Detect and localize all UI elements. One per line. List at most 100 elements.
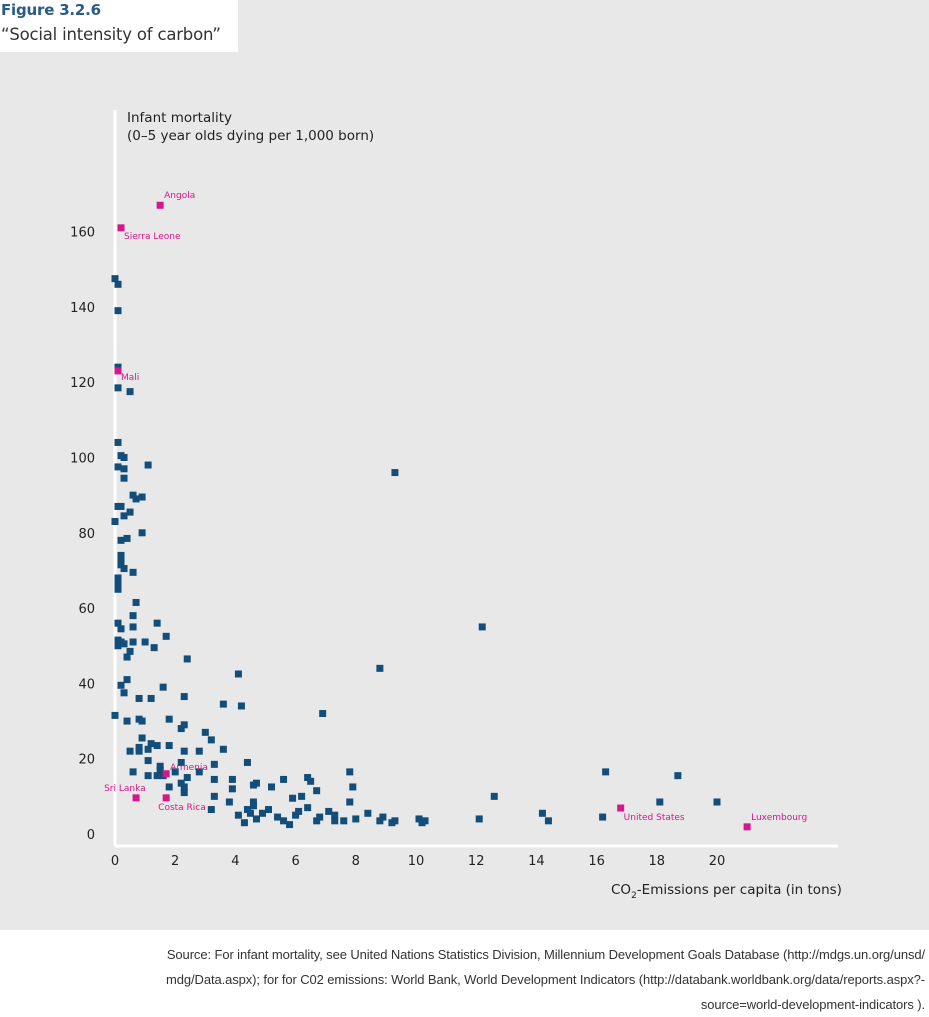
data-point (147, 740, 155, 748)
data-point (243, 806, 251, 814)
data-point (156, 766, 164, 774)
x-tick-label: 4 (231, 854, 239, 869)
data-point (165, 715, 173, 723)
data-point (313, 817, 321, 825)
y-tick-label: 120 (70, 376, 95, 391)
data-point (421, 817, 429, 825)
data-point (180, 721, 188, 729)
data-point (114, 438, 122, 446)
data-point (295, 807, 303, 815)
data-point (153, 772, 161, 780)
data-point (120, 689, 128, 697)
data-point (183, 655, 191, 663)
x-tick-label: 0 (111, 854, 119, 869)
data-point (144, 745, 152, 753)
data-point (280, 775, 288, 783)
data-point (219, 745, 227, 753)
point-label-sri-lanka: Sri Lanka (104, 784, 146, 794)
data-point (120, 465, 128, 473)
data-point (114, 384, 122, 392)
data-point (195, 768, 203, 776)
figure-number: Figure 3.2.6 (1, 1, 101, 19)
data-point (120, 565, 128, 573)
point-label-luxembourg: Luxembourg (751, 813, 807, 823)
data-point (249, 798, 257, 806)
x-tick-labels: 0 2 4 6 8 10 12 14 16 18 20 (111, 854, 725, 869)
data-point (180, 693, 188, 701)
data-point (123, 676, 131, 684)
data-point (364, 809, 372, 817)
data-point (126, 747, 134, 755)
data-point (153, 619, 161, 627)
data-point (114, 463, 122, 471)
data-point (117, 536, 125, 544)
data-point (234, 670, 242, 678)
figure-title: “Social intensity of carbon” (1, 25, 221, 44)
data-point (252, 779, 260, 787)
data-point (144, 772, 152, 780)
data-point (153, 742, 161, 750)
x-tick-label: 12 (468, 854, 485, 869)
data-point (207, 806, 215, 814)
x-tick-label: 6 (291, 854, 299, 869)
data-point (138, 717, 146, 725)
data-point (114, 642, 122, 650)
point-label-costa-rica: Costa Rica (158, 803, 206, 813)
data-point (340, 817, 348, 825)
data-point (475, 815, 483, 823)
data-points (111, 275, 721, 829)
data-point (120, 474, 128, 482)
highlighted-point-sierra-leone (117, 224, 125, 232)
data-point (147, 694, 155, 702)
data-point (258, 809, 266, 817)
data-point (135, 747, 143, 755)
scatter-chart: Infant mortality (0–5 year olds dying pe… (70, 110, 842, 901)
data-point (117, 502, 125, 510)
data-point (252, 815, 260, 823)
data-point (180, 789, 188, 797)
data-point (325, 807, 333, 815)
data-point (219, 700, 227, 708)
y-tick-label: 20 (78, 753, 95, 768)
data-point (346, 798, 354, 806)
data-point (289, 794, 297, 802)
data-point (195, 747, 203, 755)
data-point (135, 743, 143, 751)
data-point (138, 493, 146, 501)
data-point (538, 809, 546, 817)
x-axis-label: CO2-Emissions per capita (in tons) (611, 882, 842, 901)
data-point (129, 612, 137, 620)
data-point (331, 811, 339, 819)
data-point (114, 619, 122, 627)
x-axis-label-pre: CO (611, 882, 631, 898)
highlighted-point-united-states (617, 804, 625, 812)
data-point (114, 307, 122, 315)
data-point (331, 817, 339, 825)
data-point (117, 561, 125, 569)
data-point (599, 813, 607, 821)
data-point (304, 804, 312, 812)
data-point (126, 508, 134, 516)
point-label-angola: Angola (164, 191, 195, 201)
data-point (268, 783, 276, 791)
data-point (123, 717, 131, 725)
y-axis-label-line2: (0–5 year olds dying per 1,000 born) (127, 128, 374, 144)
data-point (210, 760, 218, 768)
data-point (150, 644, 158, 652)
data-point (114, 280, 122, 288)
data-point (274, 813, 282, 821)
data-point (602, 768, 610, 776)
data-point (304, 774, 312, 782)
data-point (165, 783, 173, 791)
data-point (674, 772, 682, 780)
x-tick-label: 18 (649, 854, 666, 869)
data-point (544, 817, 552, 825)
y-tick-labels: 0 20 40 60 80 100 120 140 160 (70, 226, 95, 843)
highlighted-point-sri-lanka (132, 794, 140, 802)
data-point (123, 534, 131, 542)
data-point (292, 811, 300, 819)
point-label-mali: Mali (121, 373, 139, 383)
y-tick-label: 40 (78, 677, 95, 692)
x-tick-label: 20 (709, 854, 726, 869)
data-point (132, 598, 140, 606)
